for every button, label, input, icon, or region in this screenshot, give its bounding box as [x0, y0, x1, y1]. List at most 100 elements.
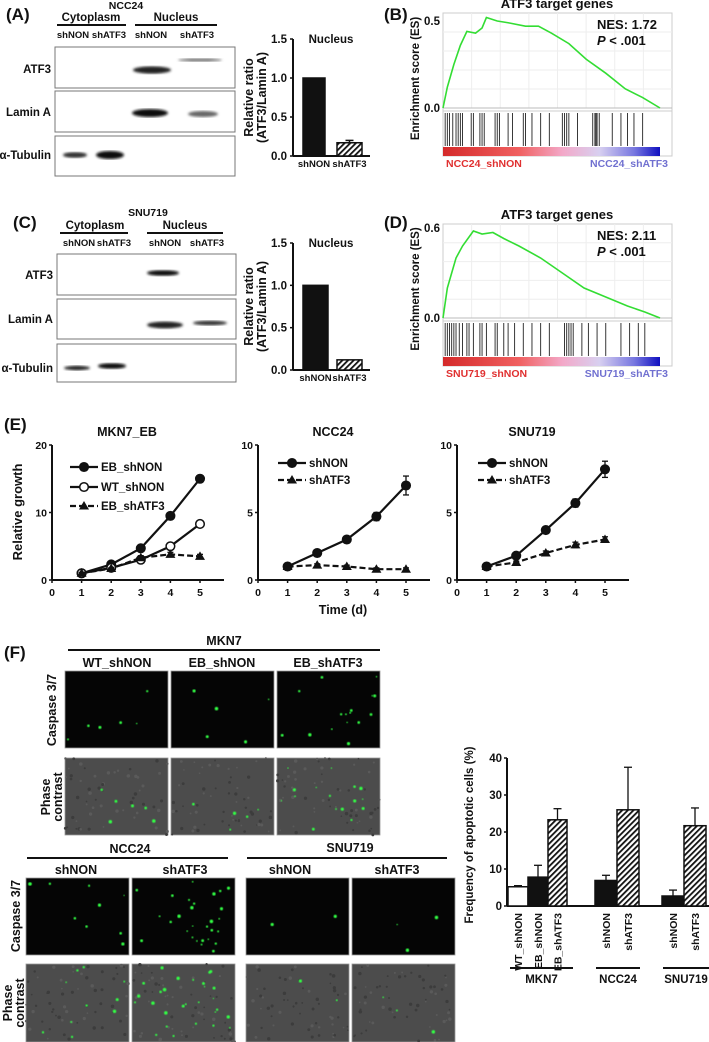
cell-texture	[113, 771, 116, 774]
apoptotic-cell-dot	[205, 735, 209, 739]
cell-texture	[243, 830, 246, 833]
phase-contrast-image	[245, 963, 350, 1042]
cell-texture	[434, 992, 438, 996]
apoptotic-cell-dot	[315, 786, 318, 789]
protein-band	[133, 66, 171, 74]
cell-texture	[346, 1029, 349, 1032]
y-tick-label: 0	[247, 575, 253, 587]
cell-texture	[372, 761, 375, 764]
cell-texture	[301, 987, 304, 990]
apoptotic-cell-dot	[135, 722, 138, 725]
y-tick-label: 1.5	[271, 34, 288, 46]
cell-texture	[205, 962, 208, 966]
x-tick-label: 1	[484, 587, 490, 599]
x-tick-label: 2	[108, 587, 114, 599]
filled-circle-marker	[78, 461, 90, 473]
cell-texture	[332, 1032, 335, 1035]
x-tick-label: 3	[138, 587, 144, 599]
cell-texture	[236, 766, 238, 769]
apoptotic-cell-dot	[181, 1004, 185, 1008]
apoptotic-cell-dot	[98, 725, 102, 729]
apoptotic-cell-dot	[244, 740, 248, 744]
x-tick-label: 3	[543, 587, 549, 599]
cell-texture	[234, 792, 238, 796]
apoptosis-bar-chart: 0 10 20 30 40 Frequency of apoptotic cells (%…	[464, 746, 709, 986]
cell-texture	[254, 1035, 258, 1039]
cell-texture	[292, 770, 297, 774]
y-tick-label: 0.5	[424, 16, 441, 28]
open-circle-marker	[194, 518, 206, 530]
cell-texture	[209, 795, 212, 797]
apoptotic-cell-dot	[76, 969, 79, 972]
cell-texture	[324, 757, 326, 760]
apoptotic-cell-dot	[144, 806, 148, 810]
cell-texture	[442, 1019, 446, 1024]
legend-label: WT_shNON	[101, 482, 164, 494]
cell-texture	[270, 1015, 273, 1018]
cell-texture	[33, 970, 36, 973]
cell-texture	[433, 1038, 437, 1042]
cell-texture	[235, 801, 238, 803]
apoptotic-cell-dot	[209, 919, 214, 924]
cell-texture	[283, 977, 287, 981]
cell-texture	[237, 819, 241, 823]
apoptotic-cell-dot	[191, 880, 194, 883]
triangle-marker	[195, 551, 205, 560]
es-curve	[442, 16, 661, 109]
cell-texture	[388, 996, 391, 999]
cell-texture	[320, 773, 323, 776]
cell-texture	[150, 976, 155, 980]
apoptotic-cell-dot	[395, 1009, 398, 1012]
lane-label: shNON	[63, 238, 95, 249]
cell-texture	[77, 987, 79, 990]
cell-texture	[79, 762, 83, 766]
es-curve	[442, 230, 661, 319]
apoptotic-cell-dot	[100, 788, 104, 792]
cell-texture	[353, 986, 357, 990]
caspase-image	[25, 877, 130, 956]
cell-texture	[344, 811, 349, 816]
cell-texture	[154, 826, 158, 830]
x-tick-label: shNON	[298, 159, 330, 170]
cell-texture	[424, 1000, 427, 1003]
cell-texture	[349, 814, 353, 818]
cell-texture	[256, 987, 259, 991]
cell-texture	[79, 827, 83, 831]
apoptotic-cell-dot	[146, 690, 149, 693]
legend-label: shATF3	[509, 475, 550, 487]
triangle-marker	[570, 539, 581, 549]
cell-texture	[147, 1000, 150, 1003]
cell-texture	[385, 985, 388, 988]
cell-texture	[72, 757, 76, 761]
cell-texture	[65, 776, 67, 778]
cell-texture	[294, 1001, 298, 1005]
triangle-marker	[401, 564, 411, 573]
cell-texture	[99, 1002, 103, 1006]
cell-texture	[80, 972, 83, 976]
cell-texture	[83, 767, 86, 770]
bar	[527, 876, 549, 907]
cell-texture	[64, 757, 67, 760]
cell-texture	[356, 821, 359, 824]
apoptotic-cell-dot	[121, 942, 125, 946]
column-label: shATF3	[375, 863, 420, 877]
cell-texture	[160, 799, 164, 803]
apoptotic-cell-dot	[214, 942, 217, 945]
lane-label: shATF3	[92, 30, 126, 41]
cell-texture	[258, 819, 262, 823]
cell-texture	[339, 789, 342, 792]
cell-texture	[320, 780, 324, 783]
cell-texture	[401, 971, 404, 974]
x-tick-label: shATF3	[690, 913, 702, 951]
cell-texture	[202, 787, 206, 791]
apoptotic-cell-dot	[405, 948, 410, 952]
cell-texture	[287, 774, 290, 778]
cell-texture	[340, 815, 343, 818]
y-tick-label: 0.5	[271, 323, 288, 335]
cell-texture	[236, 786, 239, 790]
apoptotic-cell-dot	[434, 915, 439, 920]
cell-texture	[370, 827, 373, 830]
y-tick-label: 0.5	[271, 112, 288, 124]
apoptotic-cell-dot	[192, 802, 195, 806]
cell-texture	[215, 995, 218, 999]
